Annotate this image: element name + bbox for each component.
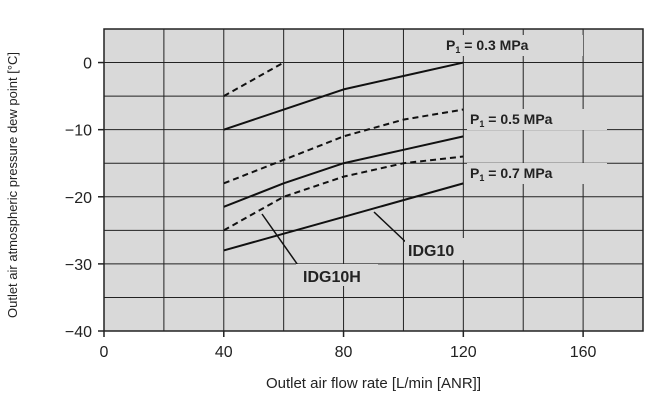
grid-lines <box>104 29 643 331</box>
y-tick-label: −10 <box>65 123 92 140</box>
series-line-idg10h-03 <box>223 61 285 97</box>
y-tick-label: −40 <box>65 324 92 341</box>
series-line-idg10-05 <box>223 135 464 208</box>
plot-frame <box>103 28 644 332</box>
idg10h-leader-line <box>261 213 301 269</box>
series-line-idg10-03 <box>223 61 464 131</box>
x-tick-label: 80 <box>335 344 353 361</box>
y-axis-title: Outlet air atmospheric pressure dew poin… <box>5 52 20 318</box>
pressure-label: P1 = 0.7 MPa <box>470 165 553 183</box>
pressure-label: P1 = 0.3 MPa <box>446 37 529 55</box>
x-tick-label: 0 <box>100 344 109 361</box>
x-tick-label: 160 <box>570 344 597 361</box>
y-axis-ticks: 0 −10 −20 −30 −40 <box>65 56 104 341</box>
pressure-label: P1 = 0.5 MPa <box>470 111 553 129</box>
y-tick-label: −30 <box>65 257 92 274</box>
idg10-leader-line <box>373 211 411 247</box>
idg10h-label-bg <box>296 264 378 286</box>
idg10-label-bg <box>405 238 467 260</box>
y-tick-label: 0 <box>83 56 92 73</box>
x-tick-label: 120 <box>450 344 477 361</box>
x-axis-title: Outlet air flow rate [L/min [ANR]] <box>266 375 481 392</box>
x-axis-ticks: 0 40 80 120 160 <box>100 331 597 361</box>
series-line-idg10-07 <box>223 182 464 252</box>
series-lines <box>223 61 464 252</box>
idg10h-label: IDG10H <box>303 269 361 286</box>
pressure-label-bg <box>467 109 607 130</box>
pressure-label-bg <box>443 35 583 56</box>
pressure-label-bg <box>467 163 607 184</box>
series-line-idg10h-05 <box>223 108 464 185</box>
annotations: P1 = 0.3 MPa P1 = 0.5 MPa P1 = 0.7 MPa IDG1… <box>261 35 607 286</box>
idg10-label: IDG10 <box>408 243 454 260</box>
series-line-idg10h-07 <box>223 155 464 232</box>
y-tick-label: −20 <box>65 190 92 207</box>
x-tick-label: 40 <box>215 344 233 361</box>
